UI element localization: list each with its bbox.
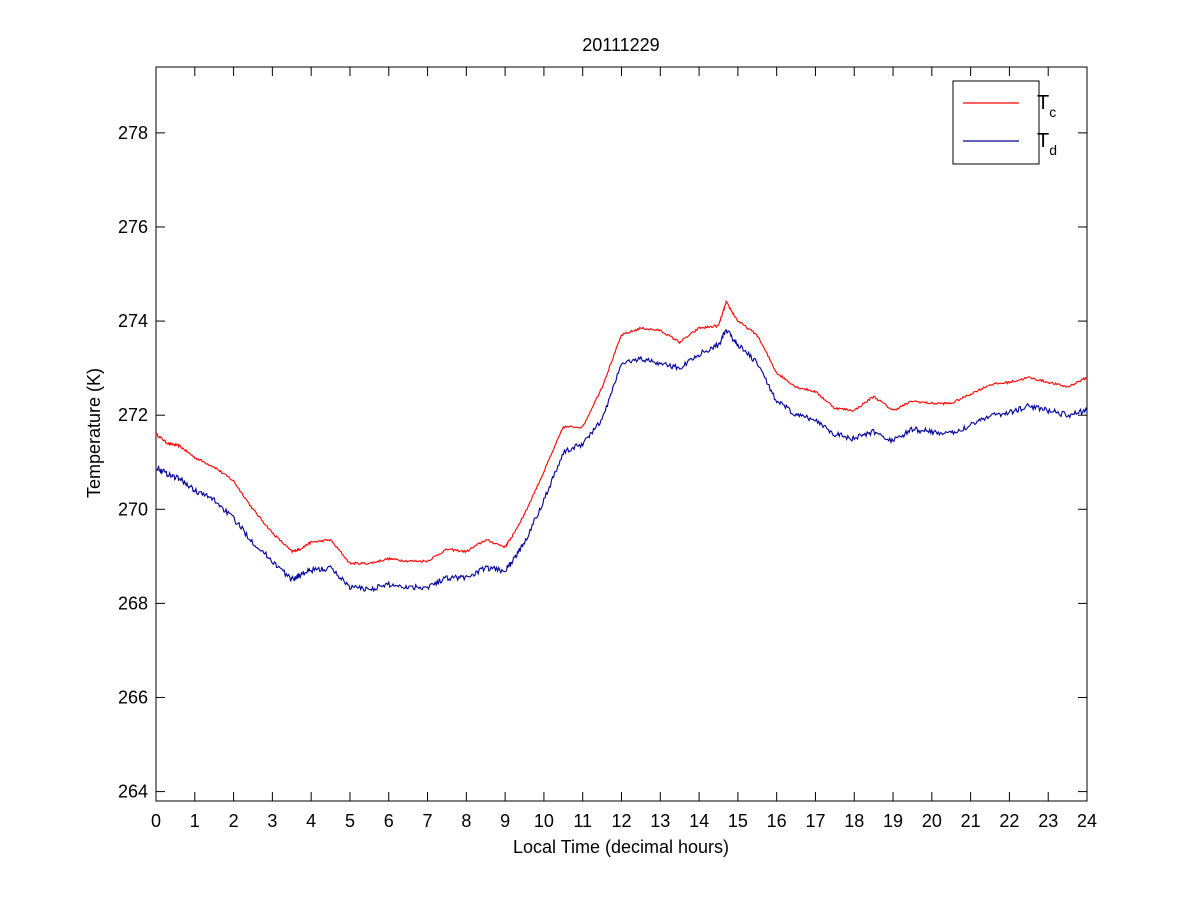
y-tick-label: 276	[118, 217, 148, 237]
x-tick-label: 0	[151, 811, 161, 831]
x-tick-label: 6	[384, 811, 394, 831]
x-tick-label: 10	[534, 811, 554, 831]
y-tick-label: 274	[118, 311, 148, 331]
x-tick-label: 21	[961, 811, 981, 831]
x-tick-label: 19	[883, 811, 903, 831]
y-tick-label: 278	[118, 123, 148, 143]
y-tick-label: 272	[118, 405, 148, 425]
chart-title: 20111229	[582, 35, 659, 55]
series-line-Td	[155, 329, 1088, 593]
x-tick-label: 11	[573, 811, 592, 831]
y-tick-label: 268	[118, 593, 148, 613]
y-tick-label: 264	[118, 782, 148, 802]
x-axis-title: Local Time (decimal hours)	[513, 837, 729, 857]
x-tick-label: 5	[345, 811, 355, 831]
x-tick-label: 8	[461, 811, 471, 831]
x-tick-label: 20	[922, 811, 942, 831]
x-tick-label: 15	[728, 811, 748, 831]
x-tick-label: 16	[767, 811, 787, 831]
plot-area: 0 1 2 3 4 5 6 7 8 9 10 11 12 13 14 15 16 17 18 19 20 21 22 23 24…	[118, 66, 1097, 831]
y-axis-title: Temperature (K)	[84, 368, 104, 498]
x-tick-label: 12	[611, 811, 631, 831]
x-tick-label: 22	[999, 811, 1019, 831]
x-tick-label: 23	[1038, 811, 1058, 831]
x-tick-label: 4	[306, 811, 316, 831]
x-tick-label: 7	[423, 811, 433, 831]
x-tick-label: 2	[229, 811, 239, 831]
x-tick-label: 18	[844, 811, 864, 831]
legend-box	[952, 80, 1040, 165]
legend-label: Td	[1037, 130, 1057, 158]
x-tick-label: 13	[650, 811, 670, 831]
x-tick-label: 14	[689, 811, 709, 831]
x-tick-label: 1	[190, 811, 200, 831]
series-line-Tc	[155, 299, 1087, 566]
legend-label: Tc	[1037, 92, 1056, 120]
x-tick-label: 3	[267, 811, 277, 831]
x-tick-label: 9	[500, 811, 510, 831]
y-tick-label: 266	[118, 687, 148, 707]
x-tick-label: 17	[805, 811, 825, 831]
y-tick-label: 270	[118, 499, 148, 519]
x-tick-label: 24	[1077, 811, 1097, 831]
